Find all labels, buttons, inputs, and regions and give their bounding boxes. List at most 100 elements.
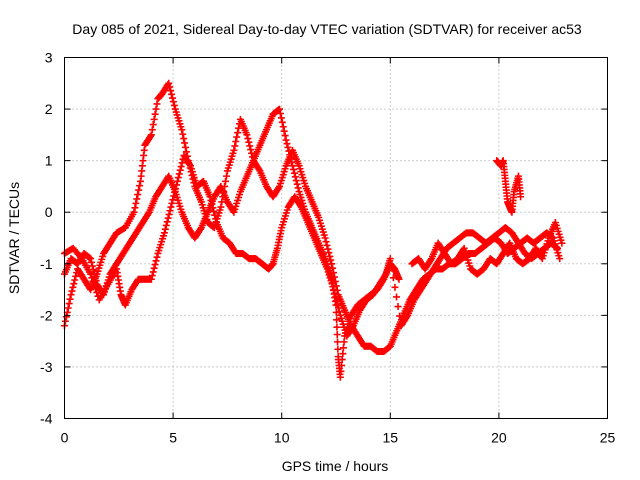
data-point-track-b [321, 234, 329, 242]
data-point-track-a [246, 142, 254, 150]
data-point-track-a [180, 135, 188, 143]
data-point-track-d [558, 239, 566, 247]
data-point-track-a [291, 173, 299, 181]
y-tick-label: -1 [40, 256, 53, 272]
data-point-track-a [339, 350, 347, 358]
data-point-track-a [64, 304, 72, 312]
data-point-track-a [339, 344, 347, 352]
data-point-track-a [149, 121, 157, 129]
data-point-track-c [160, 229, 168, 237]
data-point-track-a [231, 142, 239, 150]
data-point-track-a [67, 291, 75, 299]
data-point-track-c [186, 160, 194, 168]
data-point-track-c [296, 202, 304, 210]
data-point-track-b [255, 165, 263, 173]
data-points [61, 79, 566, 381]
data-point-track-a [289, 165, 297, 173]
data-point-track-b [556, 255, 564, 263]
data-point-track-a [289, 162, 297, 170]
y-tick-labels: -4 -3 -2 -1 0 1 2 3 [40, 50, 53, 427]
data-point-track-b [323, 241, 331, 249]
data-point-track-a [278, 118, 286, 126]
data-point-track-a [178, 126, 186, 134]
x-tick-labels: 0 5 10 15 20 25 [61, 430, 616, 446]
data-point-track-c [208, 200, 216, 208]
data-point-track-a [152, 105, 160, 113]
data-point-track-b [325, 249, 333, 257]
data-point-track-c [381, 272, 389, 280]
data-point-track-a [179, 130, 187, 138]
data-point-track-c [178, 159, 186, 167]
data-point-track-a [337, 367, 345, 375]
data-point-track-a [334, 345, 342, 353]
data-point-track-a [232, 137, 240, 145]
data-point-track-c [396, 312, 404, 320]
data-point-track-a [280, 127, 288, 135]
chart-title: Day 085 of 2021, Sidereal Day-to-day VTE… [72, 21, 582, 37]
data-point-track-b [324, 245, 332, 253]
data-point-track-a [333, 331, 341, 339]
x-tick-label: 20 [491, 430, 507, 446]
data-point-track-c [331, 289, 339, 297]
x-axis-label: GPS time / hours [282, 458, 389, 474]
data-point-track-b [326, 252, 334, 260]
data-point-track-a [130, 208, 138, 216]
x-tick-label: 0 [61, 430, 69, 446]
data-point-track-a [182, 148, 190, 156]
data-point-track-c [209, 204, 217, 212]
data-point-track-a [170, 101, 178, 109]
data-point-track-c [176, 166, 184, 174]
data-point-track-c [173, 181, 181, 189]
data-point-track-a [338, 361, 346, 369]
data-point-track-b [88, 262, 96, 270]
data-point-track-c [334, 304, 342, 312]
data-point-track-a [276, 105, 284, 113]
data-point-track-c [162, 221, 170, 229]
data-point-track-a [284, 143, 292, 151]
y-tick-label: -2 [40, 307, 53, 323]
data-point-track-c [77, 253, 85, 261]
plot-frame [64, 57, 608, 419]
y-tick-label: 1 [45, 153, 53, 169]
data-point-track-a [148, 126, 156, 134]
y-tick-label: -3 [40, 359, 53, 375]
data-point-track-c [389, 274, 397, 282]
data-point-track-a [333, 316, 341, 324]
data-point-track-a [134, 191, 142, 199]
axis-ticks [64, 57, 608, 419]
data-point-track-a [182, 143, 190, 151]
data-point-track-a [146, 132, 154, 140]
data-point-track-a [244, 135, 252, 143]
data-point-track-a [243, 131, 251, 139]
y-tick-label: 3 [45, 50, 53, 66]
data-point-track-a [338, 356, 346, 364]
data-point-track-c [167, 203, 175, 211]
data-point-track-c [171, 188, 179, 196]
data-point-track-a [217, 203, 225, 211]
data-point-track-b [328, 260, 336, 268]
data-point-track-c [403, 313, 411, 321]
data-point-track-a [245, 138, 253, 146]
data-point-track-b [87, 255, 95, 263]
data-point-track-a [69, 283, 77, 291]
data-point-track-a [147, 131, 155, 139]
data-point-track-c [93, 289, 101, 297]
data-point-track-c [169, 196, 177, 204]
data-point-track-c [207, 196, 215, 204]
y-tick-label: -4 [40, 411, 53, 427]
data-point-track-c [333, 297, 341, 305]
data-point-track-b [322, 238, 330, 246]
data-point-track-a [181, 139, 189, 147]
data-point-track-a [65, 300, 73, 308]
data-point-track-a [168, 90, 176, 98]
data-point-track-c [152, 257, 160, 265]
data-point-track-a [276, 109, 284, 117]
data-point-track-b [327, 256, 335, 264]
data-point-track-a [167, 87, 175, 95]
data-point-track-a [279, 123, 287, 131]
data-point-track-a [71, 276, 79, 284]
data-point-track-a [165, 79, 173, 87]
data-point-track-b [275, 184, 283, 192]
data-point-track-b [144, 210, 152, 218]
